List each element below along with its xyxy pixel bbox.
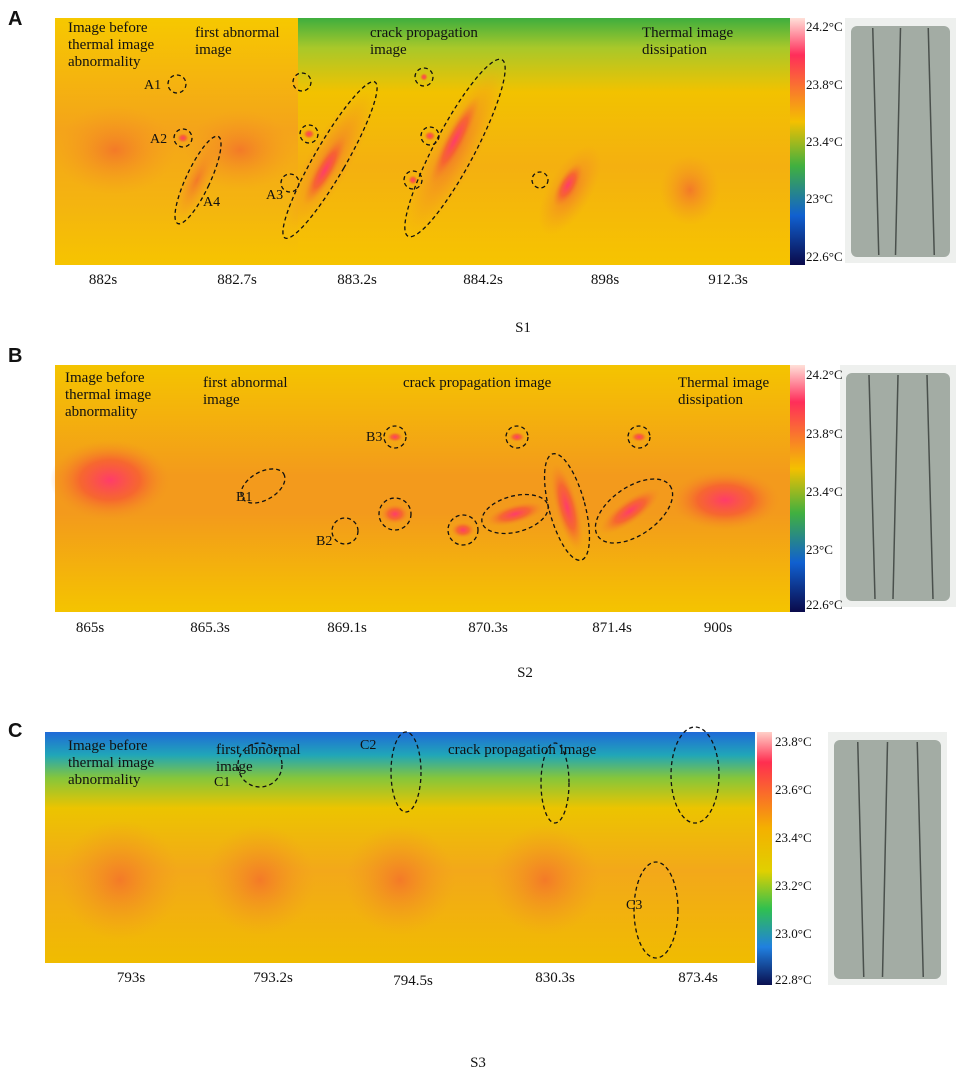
hot-zone bbox=[509, 432, 525, 442]
spot-label: A3 bbox=[266, 188, 283, 204]
scale-label: 23.8°C bbox=[806, 427, 843, 441]
hot-zone bbox=[424, 131, 436, 141]
thermal-frame bbox=[298, 365, 420, 612]
scale-label: 23.4°C bbox=[775, 831, 812, 845]
time-label: 870.3s bbox=[468, 620, 508, 637]
scale-label: 23.6°C bbox=[775, 783, 812, 797]
time-label: 793.2s bbox=[253, 970, 293, 987]
hot-zone bbox=[50, 440, 170, 520]
scale-label: 23.8°C bbox=[806, 78, 843, 92]
hot-zone bbox=[408, 175, 418, 185]
hot-zone bbox=[205, 825, 315, 935]
hot-zone bbox=[631, 432, 647, 442]
panel-letter: A bbox=[8, 8, 22, 31]
time-label: 869.1s bbox=[327, 620, 367, 637]
stage-label: Thermal image dissipation bbox=[678, 375, 783, 409]
time-label: 793s bbox=[117, 970, 145, 987]
caption: S3 bbox=[470, 1055, 486, 1072]
thermal-frame bbox=[615, 732, 755, 963]
scale-label: 24.2°C bbox=[806, 20, 843, 34]
scale-label: 23.4°C bbox=[806, 135, 843, 149]
time-label: 865.3s bbox=[190, 620, 230, 637]
spot-label: B3 bbox=[366, 430, 382, 446]
stage-label: first abnormal image bbox=[203, 375, 303, 409]
scale-label: 22.6°C bbox=[806, 598, 843, 612]
spot-label: B2 bbox=[316, 534, 332, 550]
time-label: 882.7s bbox=[217, 272, 257, 289]
panel-letter: C bbox=[8, 720, 22, 743]
hot-zone bbox=[490, 825, 600, 935]
scale-label: 22.8°C bbox=[775, 973, 812, 987]
scale-label: 22.6°C bbox=[806, 250, 843, 264]
hot-zone bbox=[303, 129, 315, 139]
scale-label: 23.4°C bbox=[806, 485, 843, 499]
panel-letter: B bbox=[8, 345, 22, 368]
scale-label: 24.2°C bbox=[806, 368, 843, 382]
time-label: 884.2s bbox=[463, 272, 503, 289]
hot-zone bbox=[177, 133, 189, 143]
hot-zone bbox=[451, 522, 475, 538]
scale-label: 23.0°C bbox=[775, 927, 812, 941]
hot-zone bbox=[670, 470, 780, 530]
time-label: 871.4s bbox=[592, 620, 632, 637]
time-label: 912.3s bbox=[708, 272, 748, 289]
scale-label: 23.8°C bbox=[775, 735, 812, 749]
stage-label: Image before thermal image abnormality bbox=[68, 20, 180, 71]
spot-label: A2 bbox=[150, 132, 167, 148]
caption: S2 bbox=[517, 665, 533, 682]
hot-zone bbox=[60, 820, 180, 940]
time-label: 865s bbox=[76, 620, 104, 637]
color-bar bbox=[790, 365, 805, 612]
scale-label: 23.2°C bbox=[775, 879, 812, 893]
stage-label: Thermal image dissipation bbox=[642, 25, 742, 59]
time-label: 882s bbox=[89, 272, 117, 289]
hot-zone bbox=[345, 825, 455, 935]
stage-label: first abnormal image bbox=[216, 742, 326, 776]
hot-zone bbox=[387, 432, 403, 442]
spot-label: C1 bbox=[214, 775, 230, 791]
hot-zone bbox=[420, 73, 428, 81]
time-label: 900s bbox=[704, 620, 732, 637]
stage-label: first abnormal image bbox=[195, 25, 295, 59]
caption: S1 bbox=[515, 320, 531, 337]
thermal-frame bbox=[420, 365, 545, 612]
hot-zone bbox=[381, 504, 409, 524]
scale-label: 23°C bbox=[806, 192, 833, 206]
time-label: 883.2s bbox=[337, 272, 377, 289]
stage-label: crack propagation image bbox=[448, 742, 648, 759]
hot-zone bbox=[660, 155, 720, 225]
stage-label: Image before thermal image abnormality bbox=[65, 370, 165, 421]
time-label: 873.4s bbox=[678, 970, 718, 987]
color-bar bbox=[790, 18, 805, 265]
time-label: 830.3s bbox=[535, 970, 575, 987]
time-label: 898s bbox=[591, 272, 619, 289]
scale-label: 23°C bbox=[806, 543, 833, 557]
spot-label: B1 bbox=[236, 490, 252, 506]
stage-label: Image before thermal image abnormality bbox=[68, 738, 186, 789]
stage-label: crack propagation image bbox=[403, 375, 603, 392]
spot-label: C2 bbox=[360, 738, 376, 754]
color-bar bbox=[757, 732, 772, 985]
time-label: 794.5s bbox=[393, 973, 433, 990]
spot-label: A4 bbox=[203, 195, 220, 211]
spot-label: C3 bbox=[626, 898, 642, 914]
spot-label: A1 bbox=[144, 78, 161, 94]
stage-label: crack propagation image bbox=[370, 25, 500, 59]
hot-zone bbox=[55, 105, 175, 195]
figure: A Image before thermal image abnormality… bbox=[0, 0, 956, 1091]
